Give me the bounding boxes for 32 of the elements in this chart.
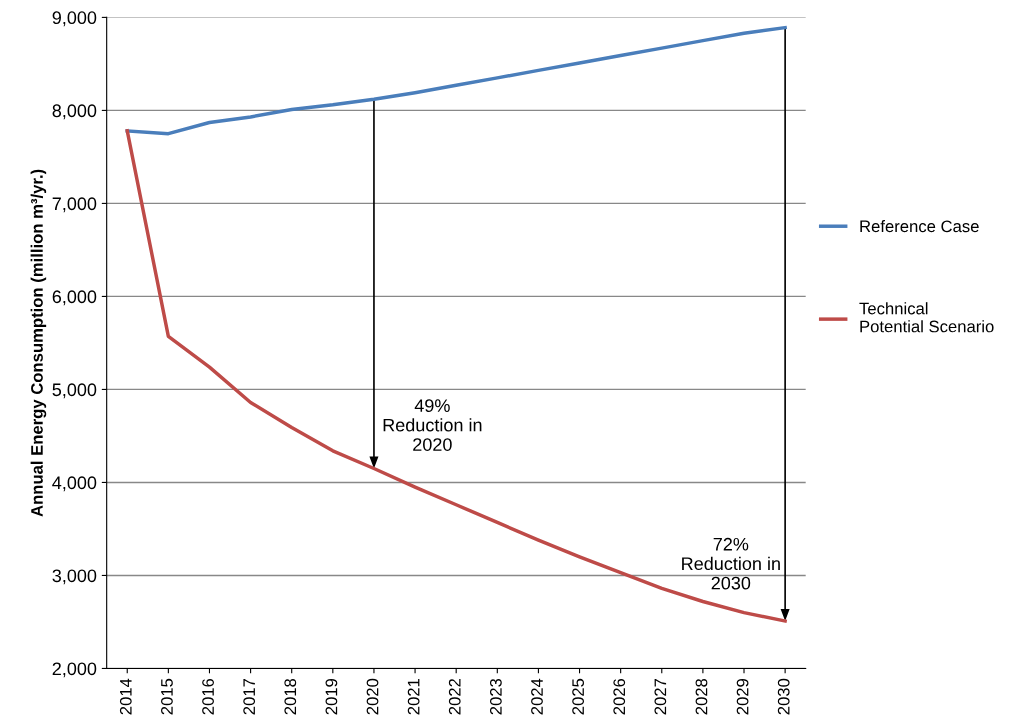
x-tick-label: 2021: [407, 678, 420, 715]
x-tick-label: 2014: [119, 678, 132, 715]
y-tick-label: 5,000: [52, 383, 97, 399]
legend-label: Technical Potential Scenario: [859, 302, 994, 333]
x-tick-label: 2024: [531, 678, 543, 715]
x-tick-label: 2027: [654, 679, 667, 715]
y-tick-label: 6,000: [52, 290, 97, 306]
line-series: [125, 129, 787, 623]
y-tick-label: 9,000: [52, 11, 97, 27]
x-tick-label: 2015: [161, 678, 173, 715]
x-tick-label: 2028: [695, 678, 708, 715]
x-tick-label: 2022: [448, 679, 461, 715]
legend-label: Reference Case: [860, 219, 979, 233]
x-tick-label: 2030: [777, 678, 790, 715]
x-tick-label: 2029: [736, 678, 749, 715]
y-axis-title: Annual Energy Consumption (million m³/yr.): [30, 169, 47, 517]
y-tick-label: 3,000: [52, 569, 97, 585]
x-tick-label: 2016: [202, 678, 214, 715]
x-tick-label: 2018: [284, 678, 297, 715]
x-tick-label: 2026: [613, 678, 626, 715]
x-tick-label: 2020: [366, 678, 379, 715]
y-tick-label: 8,000: [52, 104, 97, 120]
x-tick-label: 2023: [489, 678, 502, 715]
y-tick-label: 2,000: [52, 662, 97, 678]
y-tick-label: 4,000: [52, 476, 97, 492]
x-tick-label: 2025: [572, 678, 585, 715]
annotation: 49% Reduction in 2020: [383, 399, 482, 451]
line-series: [125, 25, 787, 136]
annotation: 72% Reduction in 2030: [682, 537, 780, 590]
x-tick-label: 2017: [243, 679, 256, 715]
y-tick-label: 7,000: [52, 197, 97, 213]
x-tick-label: 2019: [325, 678, 338, 715]
